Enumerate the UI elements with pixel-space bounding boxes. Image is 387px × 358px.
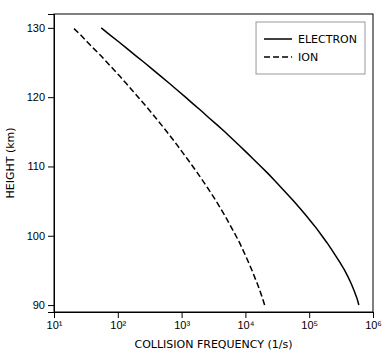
legend-item: ION — [264, 51, 318, 64]
legend-label: ION — [298, 51, 318, 64]
legend-item: ELECTRON — [264, 33, 357, 46]
tick-mark — [48, 97, 54, 98]
x-axis-title: COLLISION FREQUENCY (1/s) — [135, 338, 293, 351]
tick-label: 120 — [27, 91, 45, 103]
tick-label: 10¹ — [47, 319, 63, 331]
tick-mark — [245, 312, 246, 318]
x-axis: 10¹ 10² 10³ 10⁴ 10⁵ 10⁶ — [47, 312, 382, 331]
tick-label: 110 — [27, 160, 45, 172]
tick: 90 — [33, 299, 54, 311]
tick-mark — [182, 312, 183, 318]
tick: 130 — [27, 22, 54, 34]
tick-label: 130 — [27, 22, 45, 34]
tick-label: 10⁴ — [237, 319, 254, 331]
tick-mark — [48, 236, 54, 237]
series-line — [73, 28, 264, 305]
tick-label: 10⁶ — [365, 319, 382, 331]
tick-mark — [118, 312, 119, 318]
y-axis: 90 100 110 120 130 — [27, 15, 55, 313]
plot-frame — [54, 14, 373, 312]
tick-mark — [48, 166, 54, 167]
tick-label: 10⁵ — [301, 319, 318, 331]
legend-box — [256, 22, 365, 74]
legend-swatch — [264, 56, 292, 58]
tick-label: 10² — [110, 319, 126, 331]
tick: 100 — [27, 230, 54, 242]
chart: 10¹ 10² 10³ 10⁴ 10⁵ 10⁶ 90 100 110 120 130 COLLISIO… — [0, 0, 387, 358]
tick: 10² — [110, 312, 126, 331]
tick-label: 100 — [27, 230, 45, 242]
tick-label: 10³ — [174, 319, 190, 331]
tick-mark — [373, 312, 374, 318]
tick-label: 90 — [33, 299, 45, 311]
legend-swatch — [264, 38, 292, 40]
plot: 10¹ 10² 10³ 10⁴ 10⁵ 10⁶ 90 100 110 120 130 COLLISIO… — [4, 14, 382, 351]
tick: 10¹ — [47, 312, 63, 331]
tick-mark — [48, 305, 54, 306]
y-axis-title: HEIGHT (km) — [4, 127, 17, 198]
legend-label: ELECTRON — [298, 33, 357, 46]
tick: 10⁵ — [301, 312, 318, 331]
legend: ELECTRON ION — [256, 22, 365, 74]
tick: 10⁶ — [365, 312, 382, 331]
tick: 120 — [27, 91, 54, 103]
tick: 110 — [27, 160, 54, 172]
tick: 10³ — [174, 312, 190, 331]
axis-line — [55, 313, 374, 319]
tick-mark — [309, 312, 310, 318]
tick-mark — [48, 28, 54, 29]
tick: 10⁴ — [237, 312, 254, 331]
